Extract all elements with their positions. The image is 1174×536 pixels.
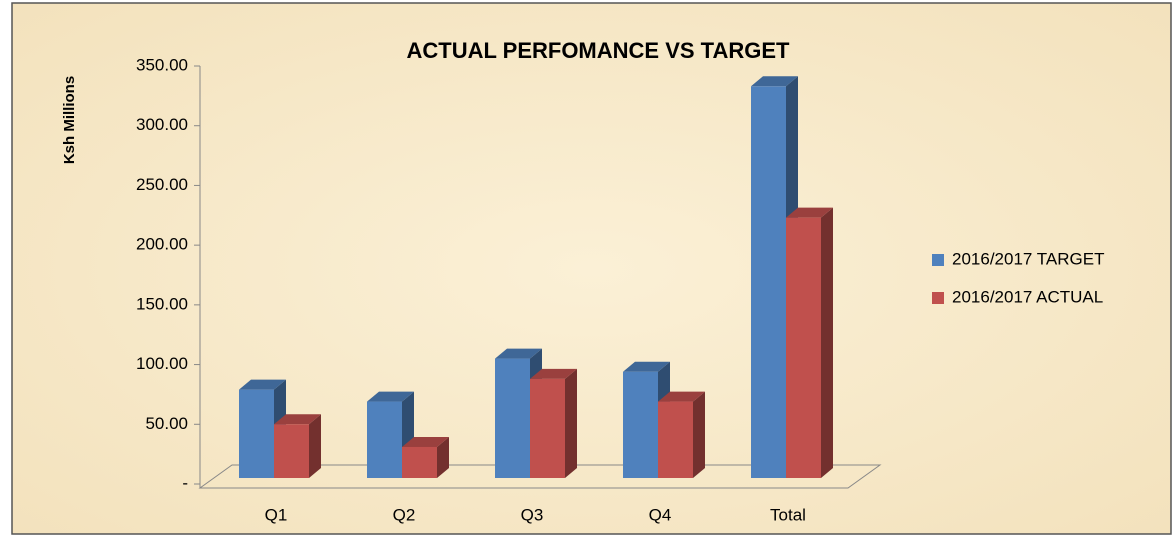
bar-top bbox=[751, 76, 798, 87]
bar-top bbox=[402, 436, 449, 447]
bar-side bbox=[565, 368, 577, 478]
legend-label: 2016/2017 ACTUAL bbox=[952, 287, 1103, 306]
x-tick-label: Q1 bbox=[265, 505, 288, 524]
bar-side bbox=[821, 207, 833, 478]
bar bbox=[495, 358, 530, 478]
x-tick-label: Total bbox=[770, 505, 806, 524]
x-tick-label: Q3 bbox=[521, 505, 544, 524]
chart-area bbox=[11, 2, 1172, 535]
bar-top bbox=[530, 368, 577, 379]
legend-swatch bbox=[932, 292, 944, 304]
bar-top bbox=[274, 414, 321, 425]
bar bbox=[367, 401, 402, 478]
x-tick-label: Q2 bbox=[393, 505, 416, 524]
bar-top bbox=[623, 361, 670, 372]
bar-top bbox=[658, 391, 705, 402]
bar-top bbox=[367, 391, 414, 402]
floor bbox=[198, 464, 882, 489]
y-axis-label: Ksh Millions bbox=[61, 76, 78, 164]
bar bbox=[658, 401, 693, 478]
bar bbox=[274, 424, 309, 478]
bar bbox=[751, 86, 786, 478]
bar-side bbox=[309, 414, 321, 478]
x-tick-label: Q4 bbox=[649, 505, 672, 524]
y-tick-label: 150.00 bbox=[136, 294, 188, 313]
y-tick-label: 300.00 bbox=[136, 115, 188, 134]
bar-top bbox=[239, 379, 286, 390]
y-tick-label: 200.00 bbox=[136, 235, 188, 254]
bar bbox=[239, 389, 274, 478]
y-tick-label: 100.00 bbox=[136, 354, 188, 373]
legend-label: 2016/2017 TARGET bbox=[952, 249, 1104, 268]
bar bbox=[786, 217, 821, 478]
bar-side bbox=[437, 436, 449, 478]
y-tick-label: - bbox=[182, 473, 188, 492]
bar bbox=[623, 371, 658, 478]
bar bbox=[530, 378, 565, 478]
y-tick-label: 250.00 bbox=[136, 175, 188, 194]
bar bbox=[402, 446, 437, 478]
y-tick-label: 350.00 bbox=[136, 55, 188, 74]
bar-top bbox=[495, 348, 542, 359]
y-tick-label: 50.00 bbox=[145, 414, 188, 433]
chart-title: ACTUAL PERFOMANCE VS TARGET bbox=[407, 38, 791, 63]
bar-side bbox=[693, 391, 705, 478]
legend-swatch bbox=[932, 254, 944, 266]
bar-top bbox=[786, 207, 833, 218]
